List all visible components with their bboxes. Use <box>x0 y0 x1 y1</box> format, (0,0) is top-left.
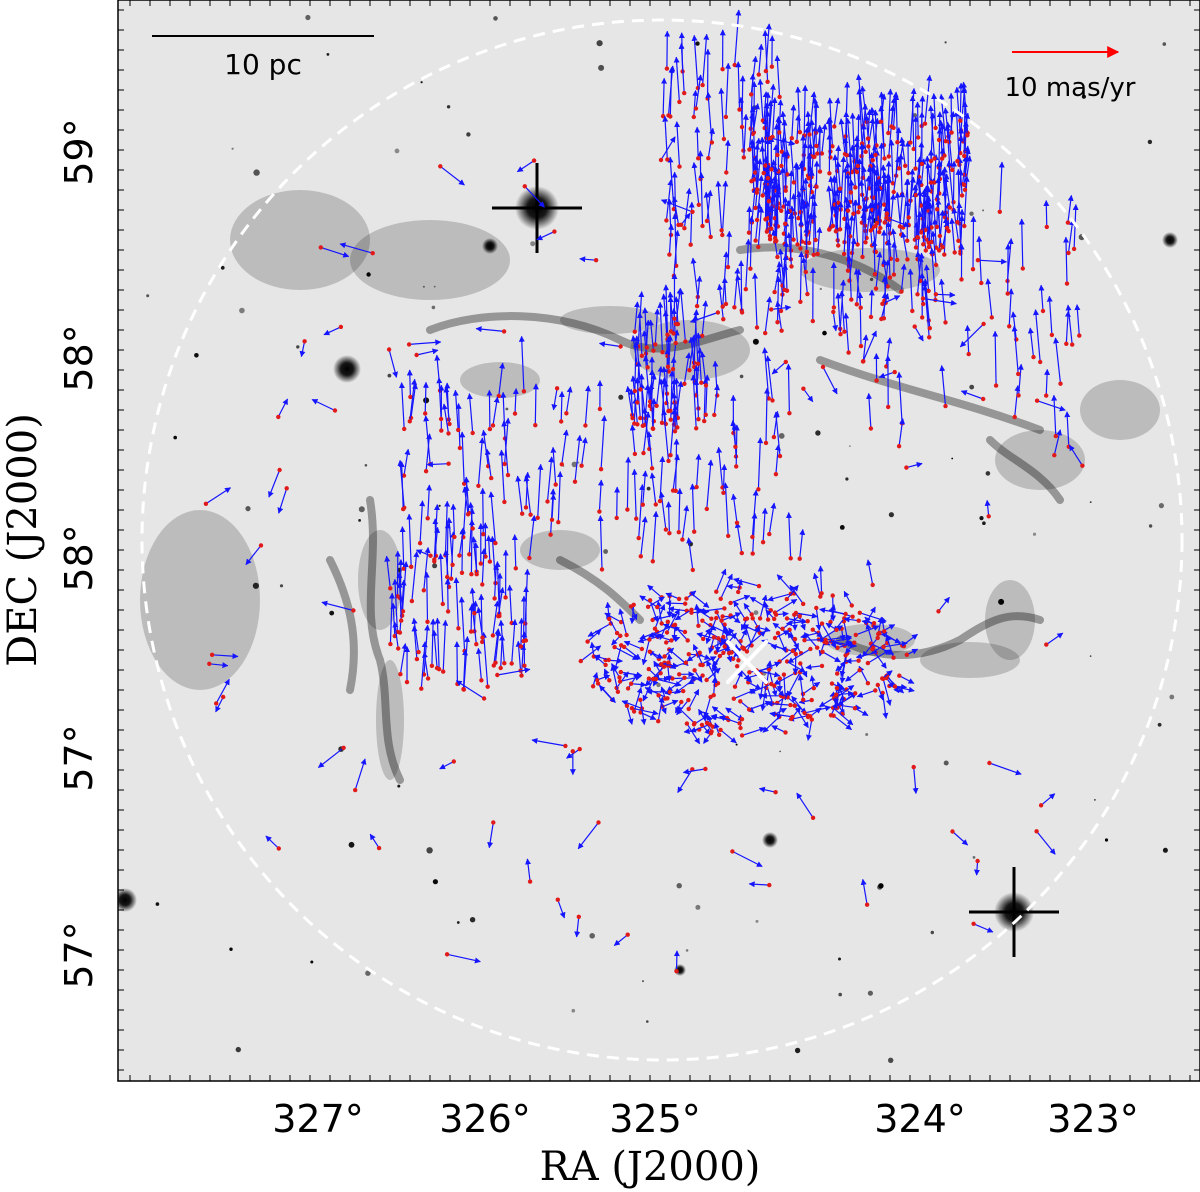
plot-area: 10 pc 10 mas/yr <box>118 0 1200 1081</box>
x-axis-title: RA (J2000) <box>540 1144 761 1190</box>
y-tick-label: 57° <box>57 724 101 791</box>
cluster-center-cross <box>726 640 768 684</box>
vector-key-label: 10 mas/yr <box>1005 73 1136 103</box>
x-tick-label: 327° <box>272 1097 364 1141</box>
x-tick-label: 326° <box>439 1097 531 1141</box>
scale-bar-label: 10 pc <box>224 48 302 81</box>
boundary-circle <box>140 18 1184 1062</box>
y-tick-label: 58° <box>57 324 101 391</box>
x-tick-label: 325° <box>609 1097 701 1141</box>
plot-frame <box>117 0 1200 1082</box>
x-tick-labels: 327° 326° 325° 324° 323° <box>272 1097 1139 1141</box>
x-tick-label: 324° <box>874 1097 966 1141</box>
proper-motion-vectors <box>203 9 1085 974</box>
y-axis-title: DEC (J2000) <box>0 413 46 667</box>
y-tick-labels: 59° 58° 58° 57° 57° <box>57 118 101 988</box>
x-tick-label: 323° <box>1047 1097 1139 1141</box>
y-tick-label: 57° <box>57 921 101 988</box>
y-tick-label: 59° <box>57 118 101 185</box>
nebula-background <box>118 0 1200 1081</box>
minor-ticks <box>118 0 1200 1081</box>
nebula-filaments <box>140 190 1160 784</box>
y-tick-label: 58° <box>57 524 101 591</box>
